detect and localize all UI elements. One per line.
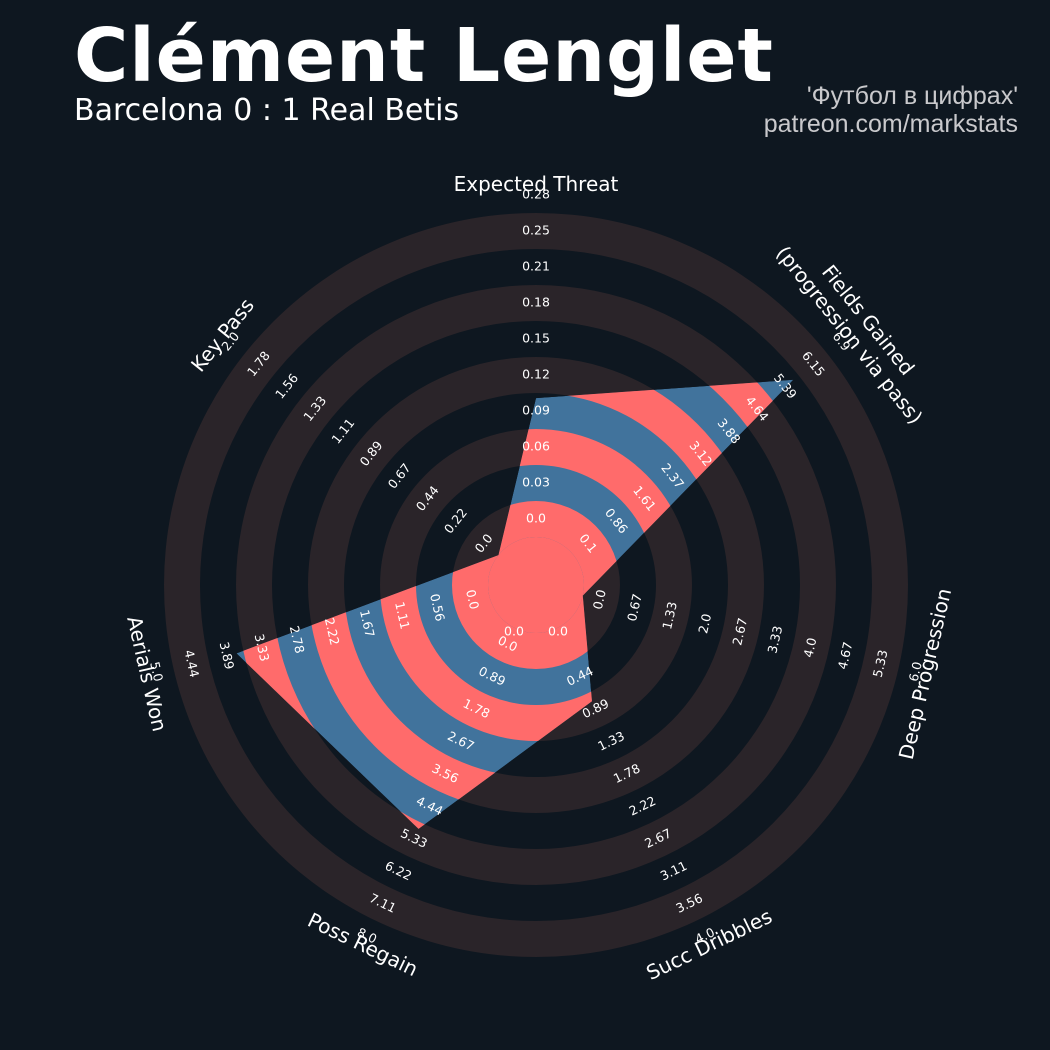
tick-label: 0.21 xyxy=(522,259,550,274)
tick-label: 0.06 xyxy=(522,439,550,454)
tick-label: 1.33 xyxy=(659,600,680,630)
tick-label: 2.0 xyxy=(695,612,714,635)
tick-label: 0.22 xyxy=(441,505,470,536)
parameter-label: Expected Threat xyxy=(454,172,619,196)
tick-label: 0.0 xyxy=(504,624,524,639)
tick-label: 0.67 xyxy=(624,592,645,622)
tick-label: 0.56 xyxy=(427,592,448,623)
tick-label: 3.11 xyxy=(658,858,690,884)
tick-label: 6.22 xyxy=(383,858,415,884)
tick-label: 5.0 xyxy=(147,660,166,683)
tick-label: 0.18 xyxy=(522,295,550,310)
player-name-title: Clément Lenglet xyxy=(74,13,774,99)
tick-label: 3.33 xyxy=(764,624,785,654)
tick-label: 4.67 xyxy=(835,640,856,670)
tick-label: 4.44 xyxy=(181,648,202,679)
tick-label: 1.67 xyxy=(357,608,378,638)
tick-label: 3.33 xyxy=(252,632,273,662)
tick-label: 1.33 xyxy=(595,728,627,754)
credit-channel-name: 'Футбол в цифрах' xyxy=(806,82,1018,110)
tick-label: 0.09 xyxy=(522,403,550,418)
match-subtitle: Barcelona 0 : 1 Real Betis xyxy=(74,93,460,128)
tick-label: 0.15 xyxy=(522,331,550,346)
center-circle xyxy=(488,537,584,633)
tick-label: 2.78 xyxy=(287,624,308,655)
tick-label: 1.11 xyxy=(392,600,413,630)
tick-label: 1.11 xyxy=(328,415,357,446)
tick-label: 0.0 xyxy=(463,588,482,611)
tick-label: 6.0 xyxy=(906,660,925,683)
tick-label: 2.22 xyxy=(322,616,343,646)
tick-label: 0.0 xyxy=(590,588,609,611)
tick-label: 4.0 xyxy=(800,636,819,659)
tick-label: 5.33 xyxy=(870,648,891,678)
tick-label: 1.56 xyxy=(272,371,301,402)
tick-label: 0.28 xyxy=(522,187,550,202)
tick-label: 0.67 xyxy=(385,460,414,491)
tick-label: 2.67 xyxy=(729,616,750,646)
tick-label: 0.12 xyxy=(522,367,550,382)
credit-block: 'Футбол в цифрах' patreon.com/markstats xyxy=(764,82,1018,138)
tick-label: 0.25 xyxy=(522,223,550,238)
credit-url: patreon.com/markstats xyxy=(763,110,1018,138)
tick-label: 0.0 xyxy=(548,624,568,639)
tick-label: 3.89 xyxy=(217,640,238,671)
tick-label: 2.22 xyxy=(627,793,659,819)
tick-label: 0.0 xyxy=(526,511,546,526)
tick-label: 0.03 xyxy=(522,475,550,490)
